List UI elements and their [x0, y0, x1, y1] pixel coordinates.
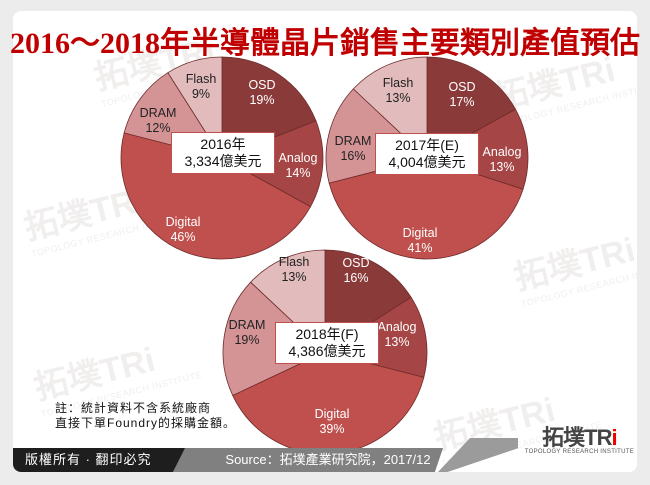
pie-2016-osd-label: OSD 19% — [248, 78, 276, 107]
footnote: 註：統計資料不含系統廠商 直接下單Foundry的採購金額。 — [55, 401, 236, 431]
pie-2017-dram-label: DRAM 16% — [334, 134, 372, 163]
pie-2016-flash-label: Flash 9% — [185, 72, 217, 101]
footnote-line-1: 註：統計資料不含系統廠商 — [55, 401, 212, 415]
pie-2018-digital-label: Digital 39% — [314, 407, 350, 436]
pie-2016-dram-label: DRAM 12% — [139, 106, 177, 135]
pie-2018-analog-label: Analog 13% — [377, 320, 417, 349]
pie-2017-flash-label: Flash 13% — [382, 76, 414, 105]
source-bar: Source：拓墣產業研究院，2017/12 — [173, 448, 443, 472]
pie-2018-dram-label: DRAM 19% — [228, 318, 266, 347]
pie-2017-analog-label: Analog 13% — [482, 145, 522, 174]
pie-2018-flash-label: Flash 13% — [278, 255, 310, 284]
pie-2018-osd-label: OSD 16% — [342, 256, 370, 285]
pie-2017 — [325, 56, 529, 260]
copyright-label: 版權所有 · 翻印必究 — [13, 448, 185, 472]
pie-2016-analog-label: Analog 14% — [278, 151, 318, 180]
pie-slice-flash — [352, 56, 428, 159]
pie-slice-digital — [120, 132, 312, 260]
pie-slice-digital — [328, 157, 524, 260]
pie-slice-dram — [222, 281, 326, 396]
tri-logo: 拓墣TRi TOPOLOGY RESEARCH INSTITUTE — [524, 425, 634, 456]
logo-mark: 拓墣TRi — [542, 425, 617, 450]
logo-subtitle: TOPOLOGY RESEARCH INSTITUTE — [524, 449, 634, 455]
footnote-line-2: 直接下單Foundry的採購金額。 — [55, 416, 237, 430]
pie-2017-digital-label: Digital 41% — [402, 226, 438, 255]
pie-2017-total-box: 2017年(E) 4,004億美元 — [375, 133, 479, 175]
pie-2016-digital-label: Digital 46% — [165, 215, 201, 244]
pie-slice-osd — [426, 56, 517, 159]
pie-2018-total-box: 2018年(F) 4,386億美元 — [275, 322, 379, 364]
source-text: Source：拓墣產業研究院，2017/12 — [225, 452, 431, 467]
chart-title: 2016～2018年半導體晶片銷售主要類別產值預估 — [10, 27, 640, 60]
pie-2017-osd-label: OSD 17% — [448, 80, 476, 109]
footer-bar: Source：拓墣產業研究院，2017/12 版權所有 · 翻印必究 — [13, 438, 637, 472]
pie-2016-total-box: 2016年 3,334億美元 — [171, 132, 275, 174]
